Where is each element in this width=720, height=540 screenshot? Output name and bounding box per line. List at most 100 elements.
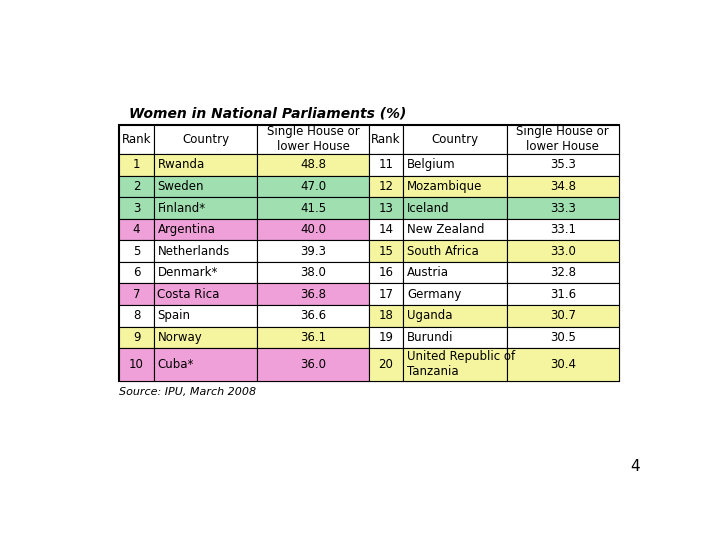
- Text: 40.0: 40.0: [300, 223, 326, 236]
- Bar: [403, 154, 507, 176]
- Bar: [507, 305, 618, 327]
- Bar: [120, 305, 153, 327]
- Text: Burundi: Burundi: [407, 331, 454, 344]
- Text: 20: 20: [379, 358, 394, 371]
- Text: 8: 8: [132, 309, 140, 322]
- Bar: [369, 262, 403, 284]
- Bar: [507, 176, 618, 197]
- Bar: [369, 219, 403, 240]
- Bar: [369, 176, 403, 197]
- Bar: [153, 176, 258, 197]
- Bar: [120, 219, 153, 240]
- Bar: [403, 176, 507, 197]
- Bar: [153, 305, 258, 327]
- Text: Norway: Norway: [158, 331, 202, 344]
- Bar: [153, 197, 258, 219]
- Text: 41.5: 41.5: [300, 201, 326, 214]
- Bar: [258, 125, 369, 154]
- Text: 4: 4: [132, 223, 140, 236]
- Text: 16: 16: [379, 266, 394, 279]
- Bar: [120, 348, 153, 381]
- Text: 36.0: 36.0: [300, 358, 326, 371]
- Text: United Republic of
Tanzania: United Republic of Tanzania: [407, 350, 515, 379]
- Bar: [403, 348, 507, 381]
- Text: 36.1: 36.1: [300, 331, 326, 344]
- Text: 5: 5: [132, 245, 140, 258]
- Text: 48.8: 48.8: [300, 158, 326, 171]
- Bar: [153, 240, 258, 262]
- Bar: [369, 125, 403, 154]
- Text: 36.6: 36.6: [300, 309, 326, 322]
- Bar: [369, 284, 403, 305]
- Text: New Zealand: New Zealand: [407, 223, 485, 236]
- Text: 17: 17: [379, 288, 394, 301]
- Text: 10: 10: [129, 358, 144, 371]
- Text: 38.0: 38.0: [300, 266, 326, 279]
- Bar: [153, 219, 258, 240]
- Text: Spain: Spain: [158, 309, 190, 322]
- Bar: [403, 262, 507, 284]
- Text: Country: Country: [431, 133, 479, 146]
- Bar: [153, 262, 258, 284]
- Text: 30.7: 30.7: [550, 309, 576, 322]
- Bar: [120, 327, 153, 348]
- Text: 15: 15: [379, 245, 394, 258]
- Bar: [120, 125, 153, 154]
- Bar: [369, 197, 403, 219]
- Text: Germany: Germany: [407, 288, 462, 301]
- Text: Source: IPU, March 2008: Source: IPU, March 2008: [120, 387, 256, 397]
- Text: 18: 18: [379, 309, 394, 322]
- Bar: [507, 327, 618, 348]
- Bar: [369, 305, 403, 327]
- Bar: [153, 327, 258, 348]
- Bar: [369, 240, 403, 262]
- Text: 30.5: 30.5: [550, 331, 576, 344]
- Bar: [369, 154, 403, 176]
- Text: Single House or
lower House: Single House or lower House: [516, 125, 609, 153]
- Bar: [507, 262, 618, 284]
- Bar: [507, 219, 618, 240]
- Bar: [369, 348, 403, 381]
- Text: 2: 2: [132, 180, 140, 193]
- Text: Denmark*: Denmark*: [158, 266, 218, 279]
- Bar: [120, 240, 153, 262]
- Bar: [153, 154, 258, 176]
- Bar: [403, 219, 507, 240]
- Text: Iceland: Iceland: [407, 201, 449, 214]
- Bar: [120, 176, 153, 197]
- Text: 31.6: 31.6: [549, 288, 576, 301]
- Bar: [507, 284, 618, 305]
- Text: 1: 1: [132, 158, 140, 171]
- Text: 30.4: 30.4: [550, 358, 576, 371]
- Text: 34.8: 34.8: [550, 180, 576, 193]
- Bar: [258, 197, 369, 219]
- Bar: [153, 125, 258, 154]
- Bar: [507, 197, 618, 219]
- Text: 33.0: 33.0: [550, 245, 576, 258]
- Bar: [153, 348, 258, 381]
- Text: 35.3: 35.3: [550, 158, 576, 171]
- Bar: [258, 240, 369, 262]
- Text: 14: 14: [379, 223, 394, 236]
- Text: Belgium: Belgium: [407, 158, 456, 171]
- Text: Mozambique: Mozambique: [407, 180, 482, 193]
- Text: 19: 19: [379, 331, 394, 344]
- Text: Country: Country: [182, 133, 229, 146]
- Bar: [507, 348, 618, 381]
- Text: Rank: Rank: [372, 133, 401, 146]
- Text: Argentina: Argentina: [158, 223, 215, 236]
- Text: 33.1: 33.1: [550, 223, 576, 236]
- Text: Netherlands: Netherlands: [158, 245, 230, 258]
- Text: 36.8: 36.8: [300, 288, 326, 301]
- Bar: [507, 240, 618, 262]
- Bar: [507, 154, 618, 176]
- Text: South Africa: South Africa: [407, 245, 479, 258]
- Bar: [403, 125, 507, 154]
- Text: 11: 11: [379, 158, 394, 171]
- Bar: [403, 284, 507, 305]
- Text: 33.3: 33.3: [550, 201, 576, 214]
- Text: 39.3: 39.3: [300, 245, 326, 258]
- Bar: [120, 154, 153, 176]
- Bar: [258, 219, 369, 240]
- Bar: [120, 284, 153, 305]
